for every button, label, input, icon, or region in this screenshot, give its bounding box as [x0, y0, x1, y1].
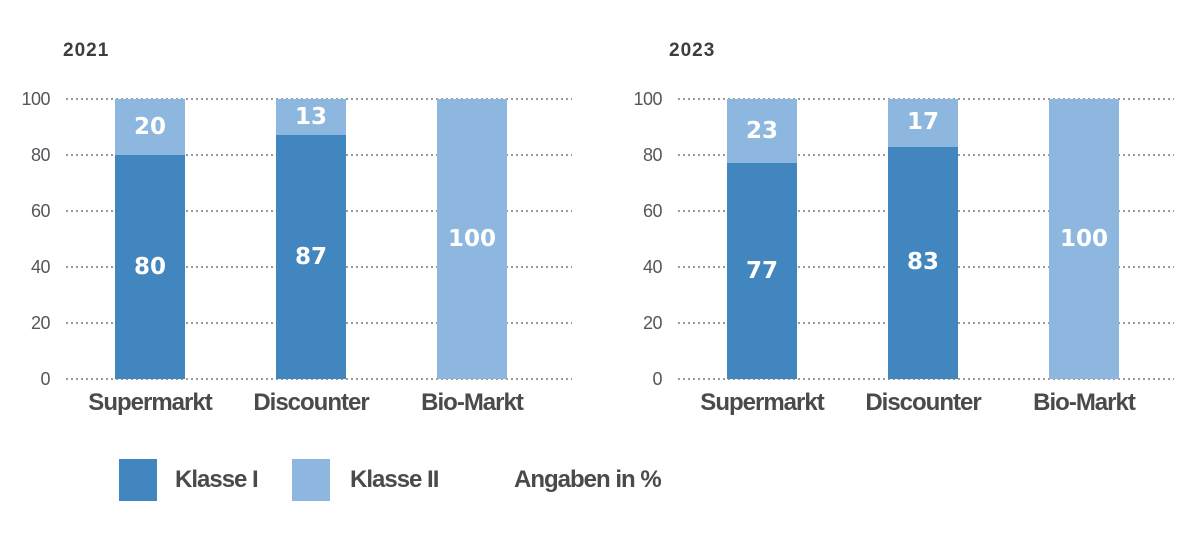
bar-segment-klasse-ii: 20	[115, 99, 185, 155]
bar-value-label: 83	[906, 249, 939, 276]
bar-segment-klasse-ii: 100	[1049, 99, 1119, 379]
x-axis-category-label: Supermarkt	[700, 389, 824, 416]
legend-label-klasse-ii: Klasse II	[350, 466, 439, 493]
bar-value-label: 20	[133, 113, 166, 140]
bar-supermarkt: 20 80	[115, 99, 185, 379]
bar-segment-klasse-i: 83	[888, 146, 958, 379]
bar-value-label: 100	[447, 225, 496, 252]
y-axis-tick-label: 60	[30, 201, 51, 221]
bar-segment-klasse-ii: 100	[437, 99, 507, 379]
bar-segment-klasse-ii: 17	[888, 99, 958, 147]
x-axis-category-label: Discounter	[253, 389, 369, 416]
y-axis-2023: 0 20 40 60 80 100	[600, 90, 663, 388]
legend-label-klasse-i: Klasse I	[175, 466, 259, 493]
plot-area-2023: 23 77 17 83 100	[678, 98, 1174, 380]
x-axis-category-label: Bio-Markt	[421, 389, 524, 416]
bar-value-label: 13	[294, 103, 327, 130]
y-axis-tick-label: 80	[30, 145, 51, 165]
x-axis-2021: Supermarkt Discounter Bio-Markt	[66, 389, 572, 419]
y-axis-tick-label: 20	[30, 313, 51, 333]
y-axis-tick-label: 40	[30, 257, 51, 277]
gridline-0	[66, 378, 572, 380]
legend-swatch-klasse-ii	[292, 459, 330, 501]
x-axis-category-label: Supermarkt	[88, 389, 212, 416]
y-axis-tick-label: 80	[642, 145, 663, 165]
gridline-0	[678, 378, 1174, 380]
bar-chart-2021: 2021 0 20 40 60 80 100 20 80 13 87 100 Supermarkt…	[0, 40, 572, 419]
legend: Klasse I Klasse II Angaben in %	[0, 459, 700, 501]
plot-area-2021: 20 80 13 87 100	[66, 98, 572, 380]
bar-bio-markt: 100	[1049, 99, 1119, 379]
bar-value-label: 17	[906, 109, 939, 136]
bar-value-label: 23	[745, 117, 778, 144]
bar-bio-markt: 100	[437, 99, 507, 379]
chart-title-2023: 2023	[669, 40, 716, 61]
y-axis-2021: 0 20 40 60 80 100	[0, 90, 51, 388]
x-axis-2023: Supermarkt Discounter Bio-Markt	[678, 389, 1174, 419]
y-axis-tick-label: 20	[642, 313, 663, 333]
y-axis-tick-label: 0	[652, 369, 662, 389]
gridline-100	[678, 98, 1174, 100]
bar-value-label: 80	[133, 253, 166, 280]
y-axis-tick-label: 60	[642, 201, 663, 221]
bar-value-label: 77	[745, 257, 778, 284]
y-axis-tick-label: 0	[40, 369, 50, 389]
y-axis-tick-label: 100	[21, 89, 50, 109]
bar-segment-klasse-i: 80	[115, 155, 185, 379]
gridline-100	[66, 98, 572, 100]
bar-value-label: 87	[294, 243, 327, 270]
legend-swatch-klasse-i	[119, 459, 157, 501]
bar-discounter: 17 83	[888, 99, 958, 379]
bar-chart-2023: 2023 0 20 40 60 80 100 23 77 17 83 100 Supermarkt…	[600, 0, 1200, 541]
bar-supermarkt: 23 77	[727, 99, 797, 379]
bar-discounter: 13 87	[276, 99, 346, 379]
y-axis-tick-label: 40	[642, 257, 663, 277]
bar-segment-klasse-ii: 13	[276, 99, 346, 136]
y-axis-tick-label: 100	[633, 89, 662, 109]
bar-segment-klasse-ii: 23	[727, 99, 797, 164]
bar-segment-klasse-i: 77	[727, 163, 797, 379]
legend-note: Angaben in %	[514, 466, 662, 493]
bar-segment-klasse-i: 87	[276, 135, 346, 379]
bar-value-label: 100	[1059, 225, 1108, 252]
x-axis-category-label: Discounter	[865, 389, 981, 416]
chart-title-2021: 2021	[63, 40, 110, 61]
x-axis-category-label: Bio-Markt	[1033, 389, 1136, 416]
